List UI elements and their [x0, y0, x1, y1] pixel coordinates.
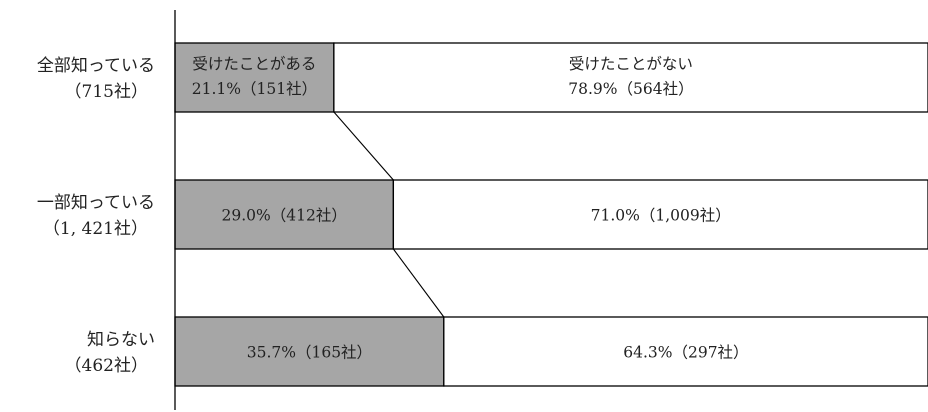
bars-layer [174, 42, 928, 387]
data-label-2-3: 64.3%（297社） [623, 344, 748, 362]
bar-segment-not-received-3 [443, 316, 928, 387]
labels-layer: 受けたことがある 21.1%（151社） 受けたことがない 78.9%（564社） 全部… [37, 55, 749, 376]
category-count-label-2: （1, 421社） [43, 219, 148, 239]
bar-segment-received-1 [174, 42, 335, 113]
series-lines-layer [333, 111, 445, 318]
bar-segment-received-2 [174, 179, 395, 250]
category-label-1: 全部知っている [37, 56, 155, 76]
category-count-label-3: （462社） [65, 356, 148, 376]
series-name-label-1: 受けたことがある [192, 55, 316, 73]
data-label-2-1: 78.9%（564社） [568, 80, 693, 98]
bar-segment-not-received-2 [392, 179, 928, 250]
data-label-1-1: 21.1%（151社） [192, 80, 317, 98]
data-label-1-2: 29.0%（412社） [222, 207, 347, 225]
series-name-label-2: 受けたことがない [569, 55, 693, 73]
series-line-2 [392, 248, 445, 318]
category-label-3: 知らない [87, 330, 155, 350]
data-label-1-3: 35.7%（165社） [247, 344, 372, 362]
category-label-2: 一部知っている [37, 193, 155, 213]
data-label-2-2: 71.0%（1,009社） [591, 207, 731, 225]
bar-segment-not-received-1 [333, 42, 928, 113]
category-count-label-1: （715社） [65, 82, 148, 102]
series-line-1 [333, 111, 394, 181]
